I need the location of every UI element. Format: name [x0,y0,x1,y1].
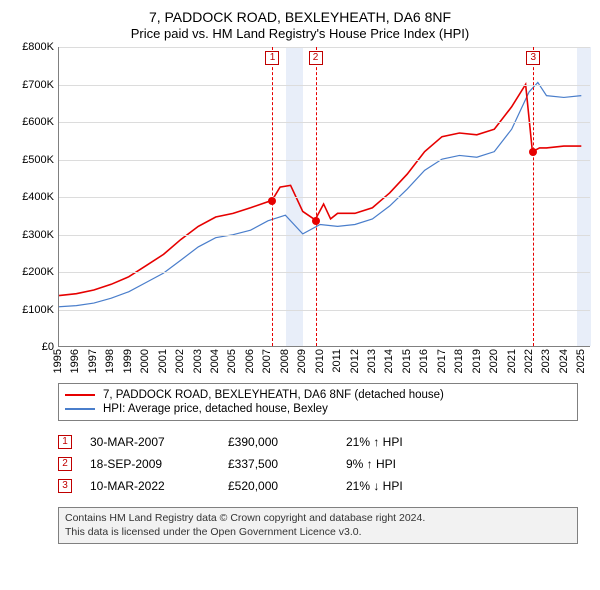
footer-line2: This data is licensed under the Open Gov… [65,526,571,540]
y-tick-label: £800K [22,41,54,53]
x-tick-label: 2016 [418,349,430,373]
table-row: 1 30-MAR-2007 £390,000 21% ↑ HPI [58,431,578,453]
legend-item: HPI: Average price, detached house, Bexl… [65,402,571,416]
x-tick-label: 2003 [192,349,204,373]
x-tick-label: 2001 [157,349,169,373]
cell-price: £337,500 [228,457,328,471]
cell-diff: 9% ↑ HPI [346,457,466,471]
x-tick-label: 2000 [139,349,151,373]
x-axis: 1995199619971998199920002001200220032004… [58,347,590,377]
x-tick-label: 2002 [174,349,186,373]
page-subtitle: Price paid vs. HM Land Registry's House … [10,26,590,43]
y-tick-label: £100K [22,304,54,316]
y-tick-label: £600K [22,116,54,128]
x-tick-label: 2015 [401,349,413,373]
sales-table: 1 30-MAR-2007 £390,000 21% ↑ HPI 2 18-SEP-200… [58,431,578,497]
cell-date: 30-MAR-2007 [90,435,210,449]
x-tick-label: 1999 [122,349,134,373]
x-tick-label: 2011 [331,349,343,373]
x-tick-label: 2021 [506,349,518,373]
x-tick-label: 2023 [540,349,552,373]
x-tick-label: 2020 [488,349,500,373]
sale-dot [529,148,537,156]
y-tick-label: £700K [22,79,54,91]
x-tick-label: 2014 [383,349,395,373]
table-marker: 1 [58,435,72,449]
sale-vline [316,47,317,346]
x-tick-label: 2019 [471,349,483,373]
x-tick-label: 1997 [87,349,99,373]
legend-swatch [65,394,95,396]
legend-label: HPI: Average price, detached house, Bexl… [103,403,328,415]
table-row: 3 10-MAR-2022 £520,000 21% ↓ HPI [58,475,578,497]
x-tick-label: 2018 [453,349,465,373]
sale-marker-label: 3 [526,51,540,65]
chart-area: £0£100K£200K£300K£400K£500K£600K£700K£80… [10,47,590,377]
x-tick-label: 2012 [349,349,361,373]
table-marker: 2 [58,457,72,471]
x-tick-label: 2017 [436,349,448,373]
sale-vline [533,47,534,346]
x-tick-label: 1996 [69,349,81,373]
page-title: 7, PADDOCK ROAD, BEXLEYHEATH, DA6 8NF [10,8,590,26]
x-tick-label: 2009 [296,349,308,373]
sale-marker-label: 2 [309,51,323,65]
x-tick-label: 2008 [279,349,291,373]
sale-dot [312,217,320,225]
legend: 7, PADDOCK ROAD, BEXLEYHEATH, DA6 8NF (d… [58,383,578,421]
legend-swatch [65,408,95,410]
cell-diff: 21% ↑ HPI [346,435,466,449]
x-tick-label: 2006 [244,349,256,373]
x-tick-label: 2025 [575,349,587,373]
y-tick-label: £200K [22,266,54,278]
table-marker: 3 [58,479,72,493]
legend-label: 7, PADDOCK ROAD, BEXLEYHEATH, DA6 8NF (d… [103,389,444,401]
series-line [59,83,581,307]
legend-item: 7, PADDOCK ROAD, BEXLEYHEATH, DA6 8NF (d… [65,388,571,402]
sale-marker-label: 1 [265,51,279,65]
cell-diff: 21% ↓ HPI [346,479,466,493]
y-axis: £0£100K£200K£300K£400K£500K£600K£700K£80… [10,47,58,377]
x-tick-label: 2024 [558,349,570,373]
x-tick-label: 2005 [226,349,238,373]
y-tick-label: £300K [22,229,54,241]
y-tick-label: £500K [22,154,54,166]
footer-note: Contains HM Land Registry data © Crown c… [58,507,578,544]
sale-dot [268,197,276,205]
x-tick-label: 1998 [104,349,116,373]
cell-price: £520,000 [228,479,328,493]
cell-date: 18-SEP-2009 [90,457,210,471]
y-tick-label: £400K [22,191,54,203]
footer-line1: Contains HM Land Registry data © Crown c… [65,512,571,526]
cell-price: £390,000 [228,435,328,449]
x-tick-label: 2007 [261,349,273,373]
x-tick-label: 1995 [52,349,64,373]
series-line [59,84,581,295]
plot-area: 1 2 3 [58,47,590,347]
x-tick-label: 2013 [366,349,378,373]
x-tick-label: 2004 [209,349,221,373]
cell-date: 10-MAR-2022 [90,479,210,493]
chart-container: 7, PADDOCK ROAD, BEXLEYHEATH, DA6 8NF Pr… [0,0,600,590]
x-tick-label: 2022 [523,349,535,373]
x-tick-label: 2010 [314,349,326,373]
table-row: 2 18-SEP-2009 £337,500 9% ↑ HPI [58,453,578,475]
